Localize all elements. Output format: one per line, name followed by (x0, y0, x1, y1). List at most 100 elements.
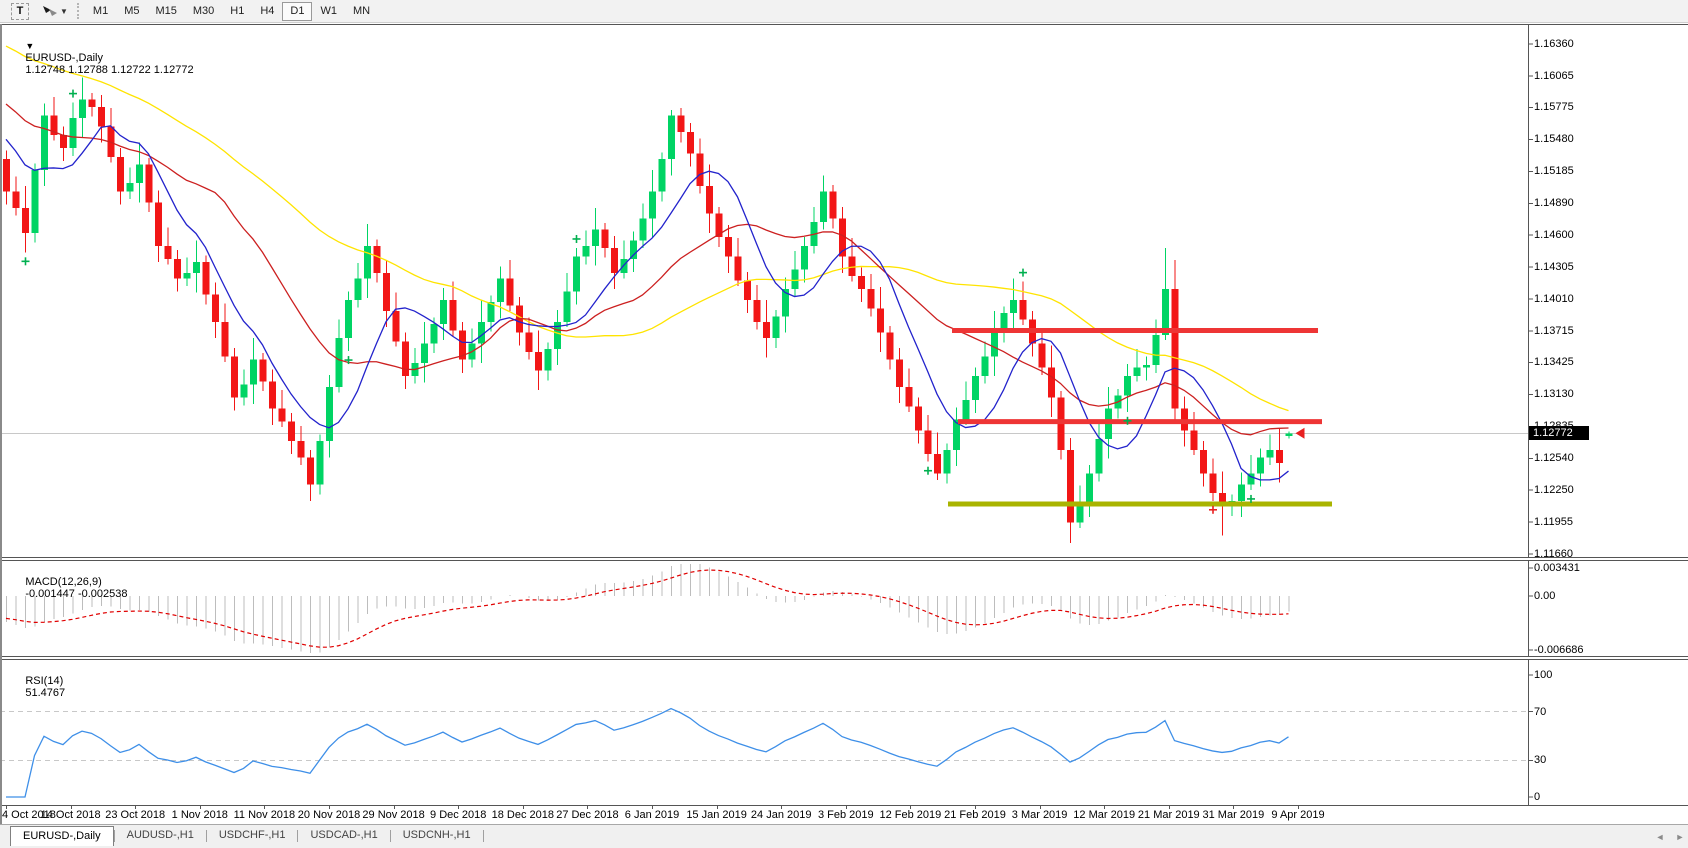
time-axis-tick (458, 806, 460, 809)
time-axis-tick (1104, 806, 1106, 809)
timeframe-button-m5[interactable]: M5 (124, 5, 140, 17)
time-axis-tick (716, 806, 718, 809)
time-axis-label: 20 Nov 2018 (297, 809, 361, 821)
rsi-plot[interactable] (0, 659, 1688, 806)
time-axis-tick (1298, 806, 1299, 809)
time-axis-tick (587, 806, 589, 809)
price-axis-label: 1.13425 (1534, 356, 1574, 369)
chart-tab-audusd-[interactable]: AUDUSD-,H1 (126, 829, 194, 841)
timeframe-button-m15[interactable]: M15 (155, 5, 177, 17)
price-axis-label: 1.16360 (1534, 38, 1574, 50)
time-axis-tick (652, 806, 653, 809)
time-axis-tick (199, 806, 201, 809)
price-axis-label: 1.14010 (1534, 292, 1574, 305)
time-axis-tick (1233, 806, 1235, 809)
tab-scroll-right-icon[interactable]: ► (1675, 832, 1685, 842)
time-axis-label: 6 Jan 2019 (624, 809, 680, 821)
current-price-badge: 1.12772 (1529, 426, 1589, 441)
time-axis-tick (975, 806, 976, 809)
price-axis-label: 1.13715 (1534, 324, 1574, 337)
macd-label: MACD(12,26,9) (25, 576, 102, 588)
timeframe-button-w1[interactable]: W1 (320, 5, 337, 17)
time-axis-tick (781, 806, 783, 809)
macd-plot[interactable] (0, 560, 1688, 657)
price-axis-label: 1.13130 (1534, 388, 1574, 401)
timeframe-button-m1[interactable]: M1 (92, 5, 109, 17)
time-axis-label: 1 Nov 2018 (171, 809, 228, 821)
timeframe-button-h1[interactable]: H1 (230, 5, 245, 17)
chart-dropdown-icon[interactable]: ▼ (25, 41, 35, 51)
rsi-panel: RSI(14) 51.4767 100 70 30 0 (0, 659, 1688, 806)
rsi-axis-label: 100 (1534, 669, 1553, 681)
chart-tab-eurusd-[interactable]: EURUSD-,Daily (10, 826, 114, 846)
chart-quote: 1.12748 1.12788 1.12722 1.12772 (25, 64, 194, 76)
arrows-tool-button[interactable]: ▼ (36, 2, 73, 21)
time-axis-label: 9 Dec 2018 (430, 809, 487, 821)
price-axis-label: 1.15185 (1534, 165, 1574, 178)
time-axis-tick (845, 806, 847, 809)
time-axis-tick (1039, 806, 1041, 809)
tab-separator (482, 830, 484, 842)
price-axis-label: 1.12540 (1534, 452, 1574, 465)
time-axis-label: 4 Oct 2018 (2, 809, 56, 821)
time-axis-tick (329, 806, 330, 809)
time-axis-label: 24 Jan 2019 (750, 809, 812, 821)
timeframe-button-h4[interactable]: H4 (260, 5, 275, 17)
time-axis-label: 21 Feb 2019 (944, 809, 1006, 821)
macd-panel: MACD(12,26,9) -0.001447 -0.002538 0.0034… (0, 560, 1688, 657)
price-axis-label: 1.12250 (1534, 483, 1574, 496)
price-axis-label: 1.11660 (1534, 547, 1573, 560)
toolbar-grip[interactable] (76, 3, 82, 19)
price-axis-label: 1.14890 (1534, 197, 1574, 210)
price-axis-label: 1.14305 (1534, 260, 1574, 273)
chart-title: EURUSD-,Daily (25, 52, 103, 64)
price-axis-label: 1.11955 (1534, 515, 1573, 528)
macd-axis-label: 0.003431 (1534, 562, 1580, 575)
tab-scroll-left-icon[interactable]: ◄ (1655, 832, 1665, 842)
rsi-axis-label: 0 (1534, 791, 1541, 803)
timeframe-button-d1[interactable]: D1 (282, 1, 313, 21)
main-chart-panel: ▼ EURUSD-,Daily 1.12748 1.12788 1.12722 … (0, 24, 1688, 560)
time-axis-label: 21 Mar 2019 (1137, 809, 1200, 821)
timeframe-button-m30[interactable]: M30 (192, 5, 215, 17)
time-axis-label: 15 Jan 2019 (686, 809, 747, 821)
time-axis[interactable]: 4 Oct 2018 14 Oct 2018 23 Oct 2018 1 Nov 20… (0, 806, 1688, 824)
tab-separator (113, 830, 115, 842)
time-axis-label: 9 Apr 2019 (1271, 809, 1325, 821)
timeframe-group: M1 M5 M15 M30 H1 H4 D1 W1 MN (85, 1, 378, 21)
timeframe-button-mn[interactable]: MN (352, 5, 371, 17)
rsi-axis-label: 70 (1534, 705, 1547, 718)
chart-tab-usdchf-[interactable]: USDCHF-,H1 (218, 829, 286, 841)
rsi-label: RSI(14) (25, 675, 64, 687)
time-axis-label: 11 Nov 2018 (233, 809, 296, 821)
price-axis-label: 1.16065 (1534, 70, 1574, 82)
tab-separator (205, 830, 207, 842)
text-tool-button[interactable]: T (6, 2, 34, 21)
arrows-icon (41, 4, 58, 18)
window-edge (0, 24, 2, 824)
price-axis-label: 1.15775 (1534, 101, 1574, 114)
macd-values: -0.001447 -0.002538 (25, 588, 128, 600)
chart-tabbar: ◄ ► EURUSD-,Daily AUDUSD-,H1 USDCHF-,H1 USD… (0, 824, 1688, 848)
chart-tab-usdcnh-[interactable]: USDCNH-,H1 (402, 829, 471, 841)
text-tool-icon: T (11, 2, 29, 20)
time-axis-tick (522, 806, 524, 809)
macd-axis-label: -0.006686 (1534, 644, 1584, 656)
rsi-value: 51.4767 (25, 687, 66, 699)
toolbar: T ▼ M1 M5 M15 M30 H1 H4 D1 W1 MN (0, 0, 1688, 23)
time-axis-label: 29 Nov 2018 (362, 809, 425, 821)
time-axis-label: 18 Dec 2018 (491, 809, 554, 821)
rsi-header: RSI(14) 51.4767 (7, 663, 65, 711)
time-axis-label: 14 Oct 2018 (40, 809, 101, 821)
time-axis-tick (910, 806, 912, 809)
time-axis-label: 3 Mar 2019 (1011, 809, 1068, 821)
macd-axis-label: 0.00 (1534, 590, 1556, 602)
main-chart-plot[interactable] (0, 24, 1688, 558)
macd-header: MACD(12,26,9) -0.001447 -0.002538 (7, 564, 128, 612)
tab-separator (297, 830, 299, 842)
chart-tab-usdcad-[interactable]: USDCAD-,H1 (310, 829, 378, 841)
price-axis-label: 1.15480 (1534, 133, 1574, 146)
tab-separator (389, 830, 391, 842)
time-axis-label: 23 Oct 2018 (105, 809, 166, 821)
